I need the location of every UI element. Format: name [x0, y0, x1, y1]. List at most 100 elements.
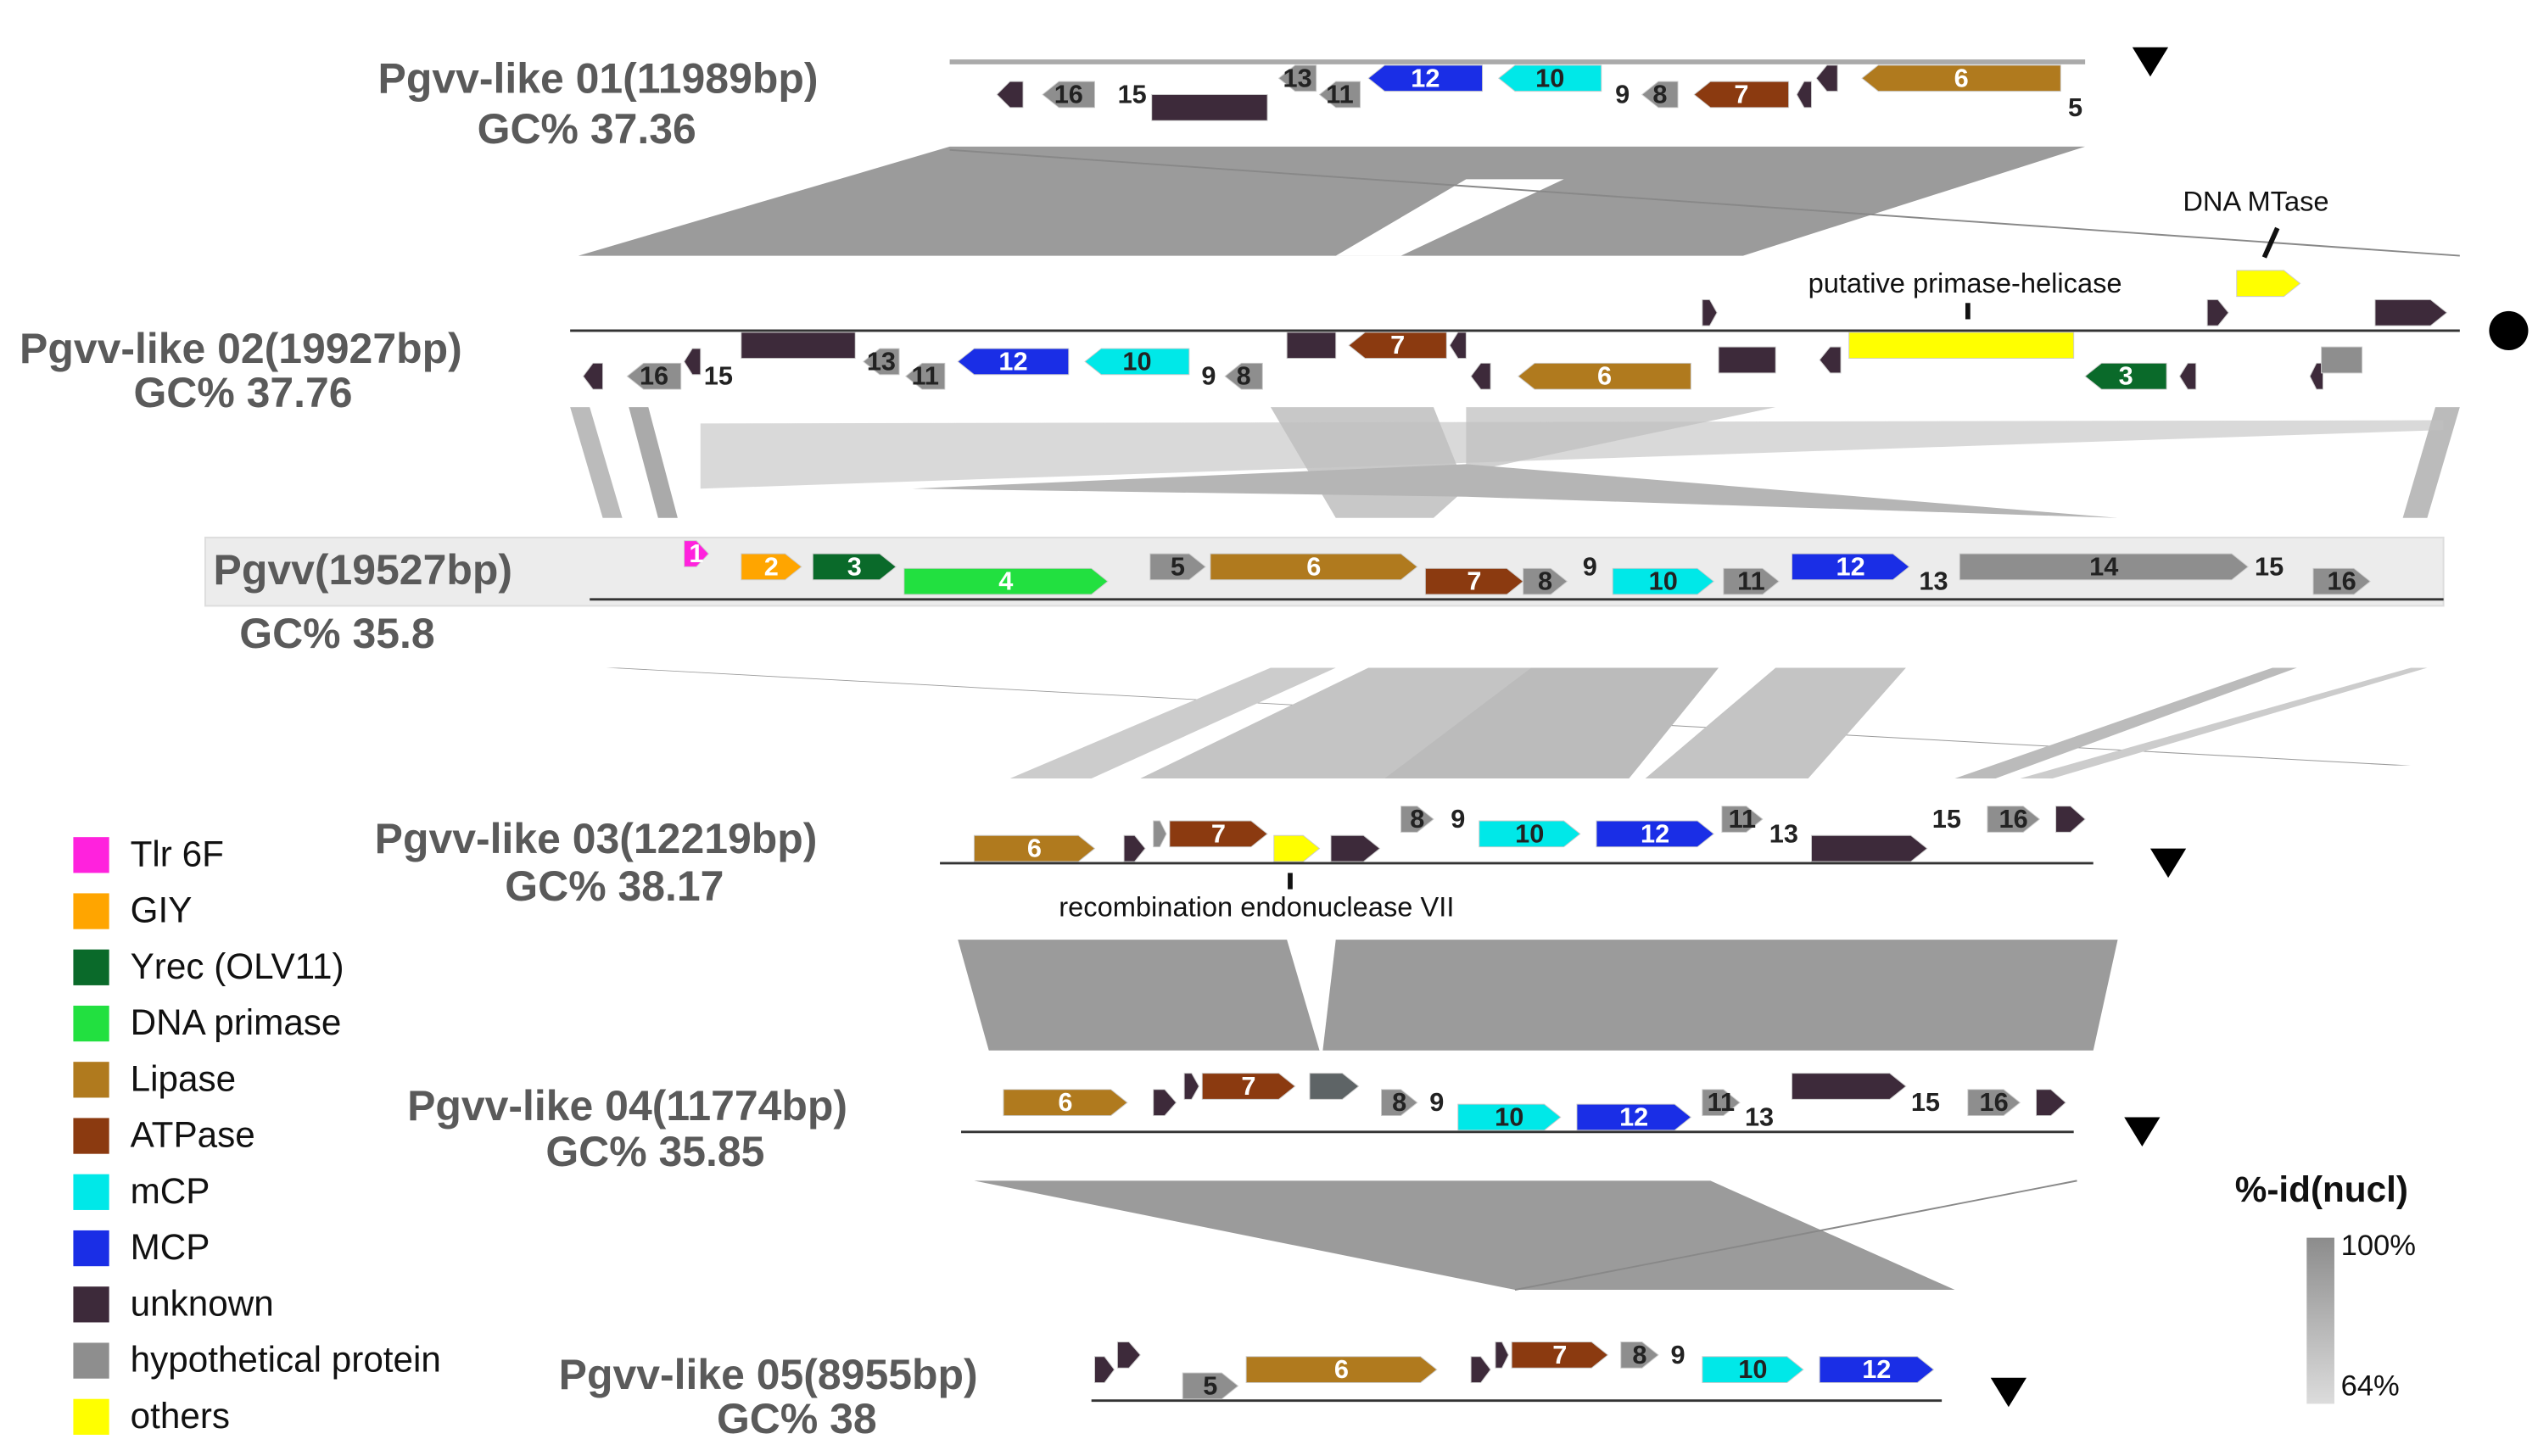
legend-label: mCP: [131, 1171, 210, 1211]
gene-arrow: [684, 540, 710, 567]
band: [912, 464, 2118, 518]
gene-arrow: [1511, 1342, 1609, 1369]
gene-arrow: [1245, 1356, 1438, 1383]
gene-arrow: [1153, 1089, 1177, 1117]
band: [1954, 667, 2297, 779]
gene-label: 6: [1334, 1354, 1349, 1384]
gene-label: 10: [1738, 1354, 1767, 1384]
gene-label: 16: [1999, 804, 2028, 834]
gene-label: 13: [867, 346, 896, 376]
legend-swatch: [73, 1342, 109, 1379]
legend-swatch: [73, 893, 109, 929]
gene-arrow: [1612, 567, 1715, 595]
gene-label: 7: [1552, 1340, 1567, 1370]
gene-label: 7: [1241, 1071, 1255, 1101]
gene-arrow: [1224, 362, 1263, 390]
gene-label: 9: [1201, 361, 1216, 391]
gene-arrow: [1819, 346, 1842, 374]
gene-arrow: [1123, 834, 1146, 862]
gene-arrow: [1702, 298, 1718, 326]
band: [2402, 407, 2460, 518]
gene-label: 8: [1652, 79, 1667, 109]
gene-label: 15: [1118, 79, 1147, 109]
gene-arrow: [1702, 1356, 1804, 1383]
band: [1645, 667, 1906, 779]
genome-name: Pgvv-like 01(11989bp): [378, 54, 819, 102]
gene-label: 6: [1954, 63, 1969, 92]
legend-swatch: [73, 1398, 109, 1435]
gene-label: 5: [1203, 1370, 1217, 1400]
gene-label: 7: [1734, 79, 1748, 109]
gene-label: 2: [764, 551, 779, 581]
gene-label: 9: [1670, 1340, 1685, 1370]
gene-arrow: [2321, 346, 2363, 374]
gene-arrow: [626, 362, 682, 390]
legend-label: others: [131, 1396, 230, 1436]
band: [974, 1180, 1955, 1291]
gene-label: 16: [1054, 79, 1083, 109]
gene-arrow: [1449, 332, 1467, 360]
marker: [1990, 1377, 2026, 1408]
gene-arrow: [582, 362, 604, 390]
gene-label: 13: [1283, 63, 1312, 92]
genome-name: Pgvv(19527bp): [214, 546, 512, 594]
band: [578, 146, 2086, 256]
gene-label: 3: [847, 551, 862, 581]
legend-swatch: [73, 1118, 109, 1154]
annotation: recombination endonuclease VII: [1059, 890, 1454, 922]
gene-label: 10: [1535, 63, 1564, 92]
genome-name: Pgvv-like 03(12219bp): [375, 815, 818, 862]
gene-label: 13: [1769, 818, 1798, 848]
gene-arrow: [1286, 332, 1337, 360]
gene-arrow: [1693, 81, 1790, 109]
gene-arrow: [1479, 820, 1581, 848]
gene-arrow: [1576, 1103, 1692, 1131]
genome-gc: GC% 38: [717, 1395, 877, 1442]
legend-swatch: [73, 1174, 109, 1210]
gene-label: 3: [2119, 361, 2133, 391]
scale-gradient: [2306, 1237, 2334, 1404]
gene-label: 11: [912, 361, 939, 391]
gene-arrow: [1273, 834, 1321, 862]
gene-arrow: [1518, 362, 1691, 390]
gene-arrow: [1959, 553, 2249, 581]
scale-title: %-id(nucl): [2235, 1169, 2408, 1209]
scale-min: 64%: [2341, 1370, 2400, 1402]
gene-label: 16: [2328, 566, 2356, 596]
gene-arrow: [1318, 81, 1361, 109]
gene-arrow: [1149, 553, 1206, 581]
band: [570, 407, 623, 518]
gene-arrow: [973, 834, 1096, 862]
gene-arrow: [1153, 820, 1167, 848]
gene-label: 8: [1410, 804, 1424, 834]
gene-label: 7: [1390, 330, 1405, 360]
gene-arrow: [1848, 332, 2075, 360]
gene-label: 11: [1708, 1087, 1735, 1117]
gene-label: 6: [1058, 1087, 1072, 1117]
band: [629, 407, 678, 518]
legend-swatch: [73, 1230, 109, 1267]
genome-gc: GC% 35.8: [239, 610, 434, 657]
gene-label: 12: [998, 346, 1027, 376]
gene-label: 12: [1862, 1354, 1891, 1384]
gene-label: 6: [1597, 361, 1612, 391]
gene-label: 8: [1392, 1087, 1406, 1117]
gene-label: 9: [1583, 551, 1597, 581]
legend-label: Lipase: [131, 1058, 236, 1098]
gene-label: 12: [1836, 551, 1865, 581]
gene-arrow: [1796, 81, 1812, 109]
gene-arrow: [2312, 567, 2371, 595]
gene-label: 8: [1632, 1340, 1646, 1370]
band: [2020, 667, 2428, 779]
gene-label: 6: [1027, 834, 1042, 863]
legend-label: GIY: [131, 890, 193, 930]
gene-label: 6: [1306, 551, 1321, 581]
gene-arrow: [1523, 567, 1568, 595]
gene-arrow: [957, 348, 1070, 376]
gene-arrow: [1718, 346, 1776, 374]
gene-label: 8: [1237, 361, 1251, 391]
annotation-pointer: [2261, 226, 2280, 259]
gene-label: 15: [704, 361, 733, 391]
